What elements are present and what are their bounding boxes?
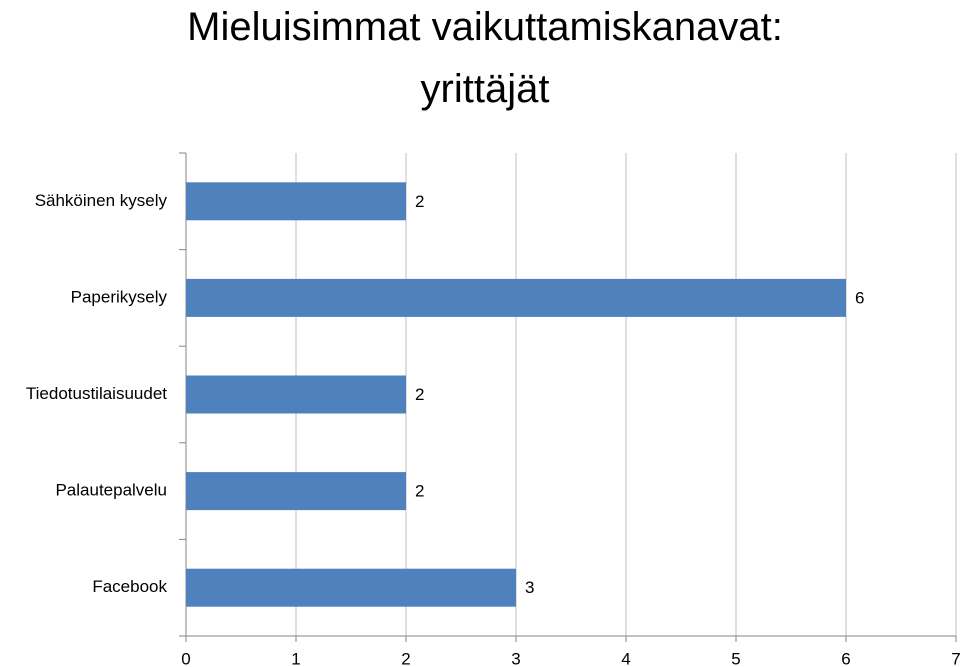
value-label: 2 (415, 482, 424, 501)
value-label: 3 (525, 578, 534, 597)
bar (186, 278, 846, 317)
y-tick-label: Paperikysely (71, 287, 168, 306)
y-tick-label: Palautepalvelu (55, 481, 167, 500)
bar (186, 375, 406, 414)
bar (186, 472, 406, 511)
x-tick-label: 3 (511, 649, 520, 667)
x-tick-label: 5 (731, 649, 740, 667)
x-tick-label: 7 (951, 649, 960, 667)
y-tick-label: Facebook (92, 577, 167, 596)
y-tick-label: Sähköinen kysely (35, 191, 168, 210)
x-tick-label: 1 (291, 649, 300, 667)
bar (186, 568, 516, 607)
x-tick-label: 0 (181, 649, 190, 667)
bar (186, 182, 406, 221)
x-tick-label: 4 (621, 649, 630, 667)
value-label: 2 (415, 192, 424, 211)
x-tick-label: 6 (841, 649, 850, 667)
chart-title: Mieluisimmat vaikuttamiskanavat: yrittäj… (187, 5, 783, 111)
value-label: 6 (855, 288, 864, 307)
value-label: 2 (415, 385, 424, 404)
y-tick-label: Tiedotustilaisuudet (26, 384, 167, 403)
x-tick-label: 2 (401, 649, 410, 667)
